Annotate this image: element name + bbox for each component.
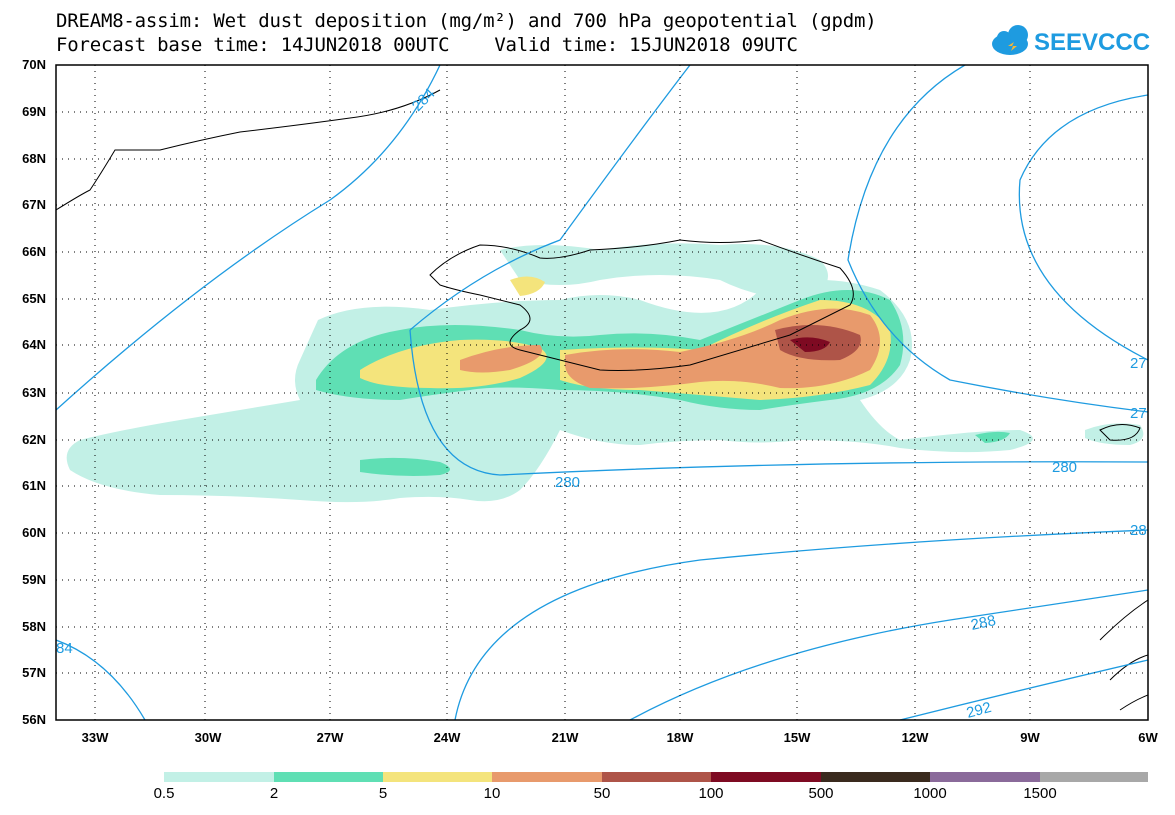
contour-label: 28 <box>1130 522 1147 539</box>
contour-27-east <box>847 65 1148 413</box>
lat-label: 62N <box>22 432 46 447</box>
legend-label: 100 <box>698 785 724 802</box>
lat-label: 60N <box>22 525 46 540</box>
lat-label: 70N <box>22 57 46 72</box>
legend-label: 5 <box>378 785 388 802</box>
lat-label: 66N <box>22 244 46 259</box>
deposition-region-green <box>975 431 1010 443</box>
legend-color-box <box>602 772 711 782</box>
lon-label: 33W <box>81 730 109 745</box>
greenland-coast <box>56 89 441 211</box>
contour-label: 27 <box>1130 355 1147 372</box>
lat-label: 63N <box>22 385 46 400</box>
lon-label: 24W <box>433 730 461 745</box>
contour-284 <box>56 65 441 411</box>
contour-label: 27 <box>1130 405 1147 422</box>
deposition-region-darkred <box>790 337 830 352</box>
legend-color-box <box>164 772 274 782</box>
map-title: DREAM8-assim: Wet dust deposition (mg/m²… <box>56 10 877 32</box>
map-frame <box>55 64 1149 721</box>
deposition-region-pale <box>500 243 828 300</box>
contour-label: 284 <box>409 85 439 115</box>
map-subtitle: Forecast base time: 14JUN2018 00UTC Vali… <box>56 34 798 56</box>
deposition-field <box>66 243 1144 503</box>
legend-color-box <box>930 772 1040 782</box>
legend-color-box <box>492 772 602 782</box>
contour-label: 292 <box>965 699 994 722</box>
legend-color-box <box>383 772 492 782</box>
lon-label: 12W <box>901 730 929 745</box>
deposition-region-green <box>360 457 450 476</box>
lat-label: 67N <box>22 197 46 212</box>
lon-label: 21W <box>551 730 579 745</box>
legend-label: 50 <box>593 785 611 802</box>
lon-label: 30W <box>194 730 222 745</box>
lat-label: 68N <box>22 151 46 166</box>
lat-label: 56N <box>22 712 46 727</box>
contour-label: 84 <box>56 640 73 657</box>
lon-label: 6W <box>1138 730 1158 745</box>
lat-label: 61N <box>22 478 46 493</box>
legend-label: 0.5 <box>153 785 175 802</box>
iceland-coast <box>429 239 854 371</box>
lat-label: 58N <box>22 619 46 634</box>
lon-label: 15W <box>783 730 811 745</box>
contour-288 <box>454 529 1148 720</box>
legend-color-box <box>821 772 930 782</box>
legend-color-box <box>274 772 383 782</box>
legend-label: 500 <box>808 785 834 802</box>
seevccc-logo: SEEVCCC <box>990 22 1150 58</box>
contour-27-inner <box>1018 94 1148 361</box>
cloud-icon <box>992 25 1028 55</box>
graticule <box>56 65 1148 720</box>
legend-color-box <box>711 772 821 782</box>
lat-label: 65N <box>22 291 46 306</box>
deposition-region-yellow <box>510 276 545 296</box>
contour-280 <box>409 329 1148 476</box>
legend-color-box <box>1040 772 1148 782</box>
coastlines <box>56 89 1148 711</box>
lat-label: 57N <box>22 665 46 680</box>
legend-label: 10 <box>483 785 501 802</box>
legend-label: 1500 <box>1023 785 1057 802</box>
contour-label: 288 <box>969 612 997 634</box>
legend-label: 2 <box>269 785 279 802</box>
contour-label: 280 <box>1052 459 1077 476</box>
lon-label: 18W <box>666 730 694 745</box>
lat-label: 64N <box>22 337 46 352</box>
lon-label: 27W <box>316 730 344 745</box>
scotland-coast <box>1099 599 1148 711</box>
contour-292 <box>629 589 1148 720</box>
contour-label: 280 <box>555 474 580 491</box>
logo-text: SEEVCCC <box>1034 29 1150 56</box>
lon-label: 9W <box>1020 730 1040 745</box>
lat-label: 59N <box>22 572 46 587</box>
contour-280-north <box>409 65 691 331</box>
geopotential-contours <box>56 65 1148 720</box>
contour-296 <box>899 659 1148 720</box>
deposition-region-pale <box>1085 423 1144 445</box>
legend-label: 1000 <box>913 785 947 802</box>
contour-84 <box>56 639 146 720</box>
lat-label: 69N <box>22 104 46 119</box>
deposition-region-orange <box>460 345 542 373</box>
